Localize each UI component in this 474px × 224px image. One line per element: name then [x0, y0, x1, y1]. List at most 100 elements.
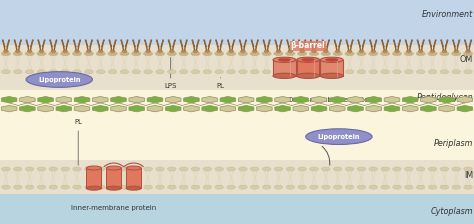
Circle shape	[26, 167, 34, 171]
Polygon shape	[111, 106, 126, 112]
Circle shape	[73, 185, 82, 189]
Circle shape	[357, 185, 365, 189]
Circle shape	[13, 52, 22, 56]
Circle shape	[404, 52, 413, 56]
FancyBboxPatch shape	[273, 60, 296, 76]
Circle shape	[336, 50, 340, 52]
Circle shape	[167, 185, 176, 189]
Circle shape	[134, 50, 138, 52]
Ellipse shape	[26, 72, 92, 87]
Circle shape	[250, 52, 259, 56]
Circle shape	[371, 50, 375, 52]
Circle shape	[262, 70, 271, 74]
Circle shape	[310, 167, 319, 171]
Ellipse shape	[86, 186, 101, 190]
Circle shape	[120, 70, 128, 74]
Polygon shape	[293, 97, 309, 103]
Circle shape	[1, 52, 10, 56]
Circle shape	[37, 70, 46, 74]
Circle shape	[276, 50, 281, 52]
Polygon shape	[129, 106, 145, 112]
Circle shape	[440, 185, 448, 189]
Circle shape	[369, 52, 378, 56]
Circle shape	[193, 50, 198, 52]
Circle shape	[381, 185, 390, 189]
Bar	[0, 194, 474, 224]
Polygon shape	[111, 97, 126, 103]
Circle shape	[120, 185, 128, 189]
Circle shape	[452, 52, 461, 56]
Circle shape	[310, 185, 319, 189]
Circle shape	[347, 50, 352, 52]
Ellipse shape	[273, 73, 296, 78]
Circle shape	[108, 167, 117, 171]
Polygon shape	[238, 97, 254, 103]
Polygon shape	[19, 106, 35, 112]
Text: PL: PL	[217, 78, 224, 89]
Circle shape	[14, 70, 22, 74]
Circle shape	[132, 185, 140, 189]
Circle shape	[369, 185, 377, 189]
Circle shape	[84, 167, 93, 171]
Circle shape	[321, 70, 330, 74]
Circle shape	[122, 50, 127, 52]
Circle shape	[324, 50, 328, 52]
Circle shape	[84, 185, 93, 189]
Polygon shape	[74, 97, 90, 103]
Polygon shape	[183, 97, 199, 103]
Polygon shape	[129, 97, 145, 103]
Circle shape	[49, 185, 58, 189]
Circle shape	[345, 70, 354, 74]
Circle shape	[298, 52, 307, 56]
Circle shape	[442, 50, 447, 52]
Circle shape	[37, 185, 46, 189]
Polygon shape	[439, 106, 455, 112]
Circle shape	[132, 52, 141, 56]
Circle shape	[146, 50, 150, 52]
Polygon shape	[293, 106, 309, 112]
Circle shape	[253, 50, 257, 52]
Circle shape	[227, 167, 235, 171]
Polygon shape	[238, 106, 254, 112]
Polygon shape	[402, 97, 418, 103]
Circle shape	[2, 70, 10, 74]
Circle shape	[39, 50, 44, 52]
Circle shape	[227, 185, 235, 189]
Circle shape	[274, 167, 283, 171]
Circle shape	[215, 70, 224, 74]
Circle shape	[298, 167, 306, 171]
Circle shape	[61, 185, 70, 189]
Circle shape	[215, 167, 224, 171]
Circle shape	[179, 185, 188, 189]
Polygon shape	[366, 106, 382, 112]
Circle shape	[241, 50, 245, 52]
Polygon shape	[420, 106, 436, 112]
Circle shape	[144, 70, 152, 74]
Ellipse shape	[320, 73, 343, 78]
Circle shape	[191, 167, 200, 171]
Polygon shape	[1, 106, 17, 112]
Circle shape	[310, 70, 319, 74]
Polygon shape	[275, 97, 291, 103]
Circle shape	[108, 70, 117, 74]
Circle shape	[191, 52, 200, 56]
Circle shape	[108, 52, 117, 56]
Circle shape	[110, 50, 115, 52]
Polygon shape	[329, 106, 345, 112]
Circle shape	[464, 70, 472, 74]
Circle shape	[428, 185, 437, 189]
Polygon shape	[384, 97, 400, 103]
Circle shape	[392, 185, 401, 189]
Polygon shape	[202, 106, 218, 112]
Circle shape	[61, 167, 70, 171]
Polygon shape	[329, 97, 345, 103]
Circle shape	[2, 185, 10, 189]
Circle shape	[144, 167, 152, 171]
Circle shape	[155, 185, 164, 189]
Circle shape	[452, 70, 461, 74]
Circle shape	[215, 52, 224, 56]
Polygon shape	[220, 97, 236, 103]
Text: Environment: Environment	[422, 10, 473, 19]
Circle shape	[167, 52, 176, 56]
Circle shape	[381, 167, 390, 171]
